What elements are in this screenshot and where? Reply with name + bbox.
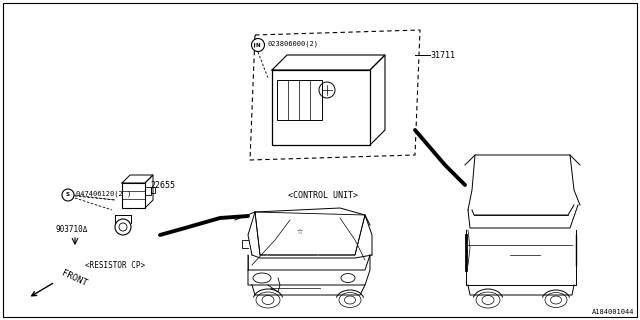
Text: 023806000(2): 023806000(2) bbox=[267, 41, 318, 47]
Text: FRONT: FRONT bbox=[60, 268, 88, 288]
Bar bbox=[151, 187, 155, 193]
Text: N: N bbox=[256, 43, 260, 47]
Bar bbox=[122, 183, 145, 208]
Text: <CONTROL UNIT>: <CONTROL UNIT> bbox=[288, 190, 358, 199]
Text: <RESISTOR CP>: <RESISTOR CP> bbox=[85, 260, 145, 269]
Bar bbox=[145, 187, 151, 195]
Text: 903710Δ: 903710Δ bbox=[55, 226, 88, 235]
Text: A184001044: A184001044 bbox=[591, 309, 634, 315]
Text: S: S bbox=[66, 193, 70, 197]
Text: 22655: 22655 bbox=[150, 180, 175, 189]
Text: 047406120(2 ): 047406120(2 ) bbox=[76, 191, 131, 197]
Text: 31711: 31711 bbox=[430, 51, 455, 60]
Bar bbox=[272, 70, 370, 145]
Bar bbox=[277, 80, 322, 120]
Text: ☆: ☆ bbox=[297, 229, 303, 235]
